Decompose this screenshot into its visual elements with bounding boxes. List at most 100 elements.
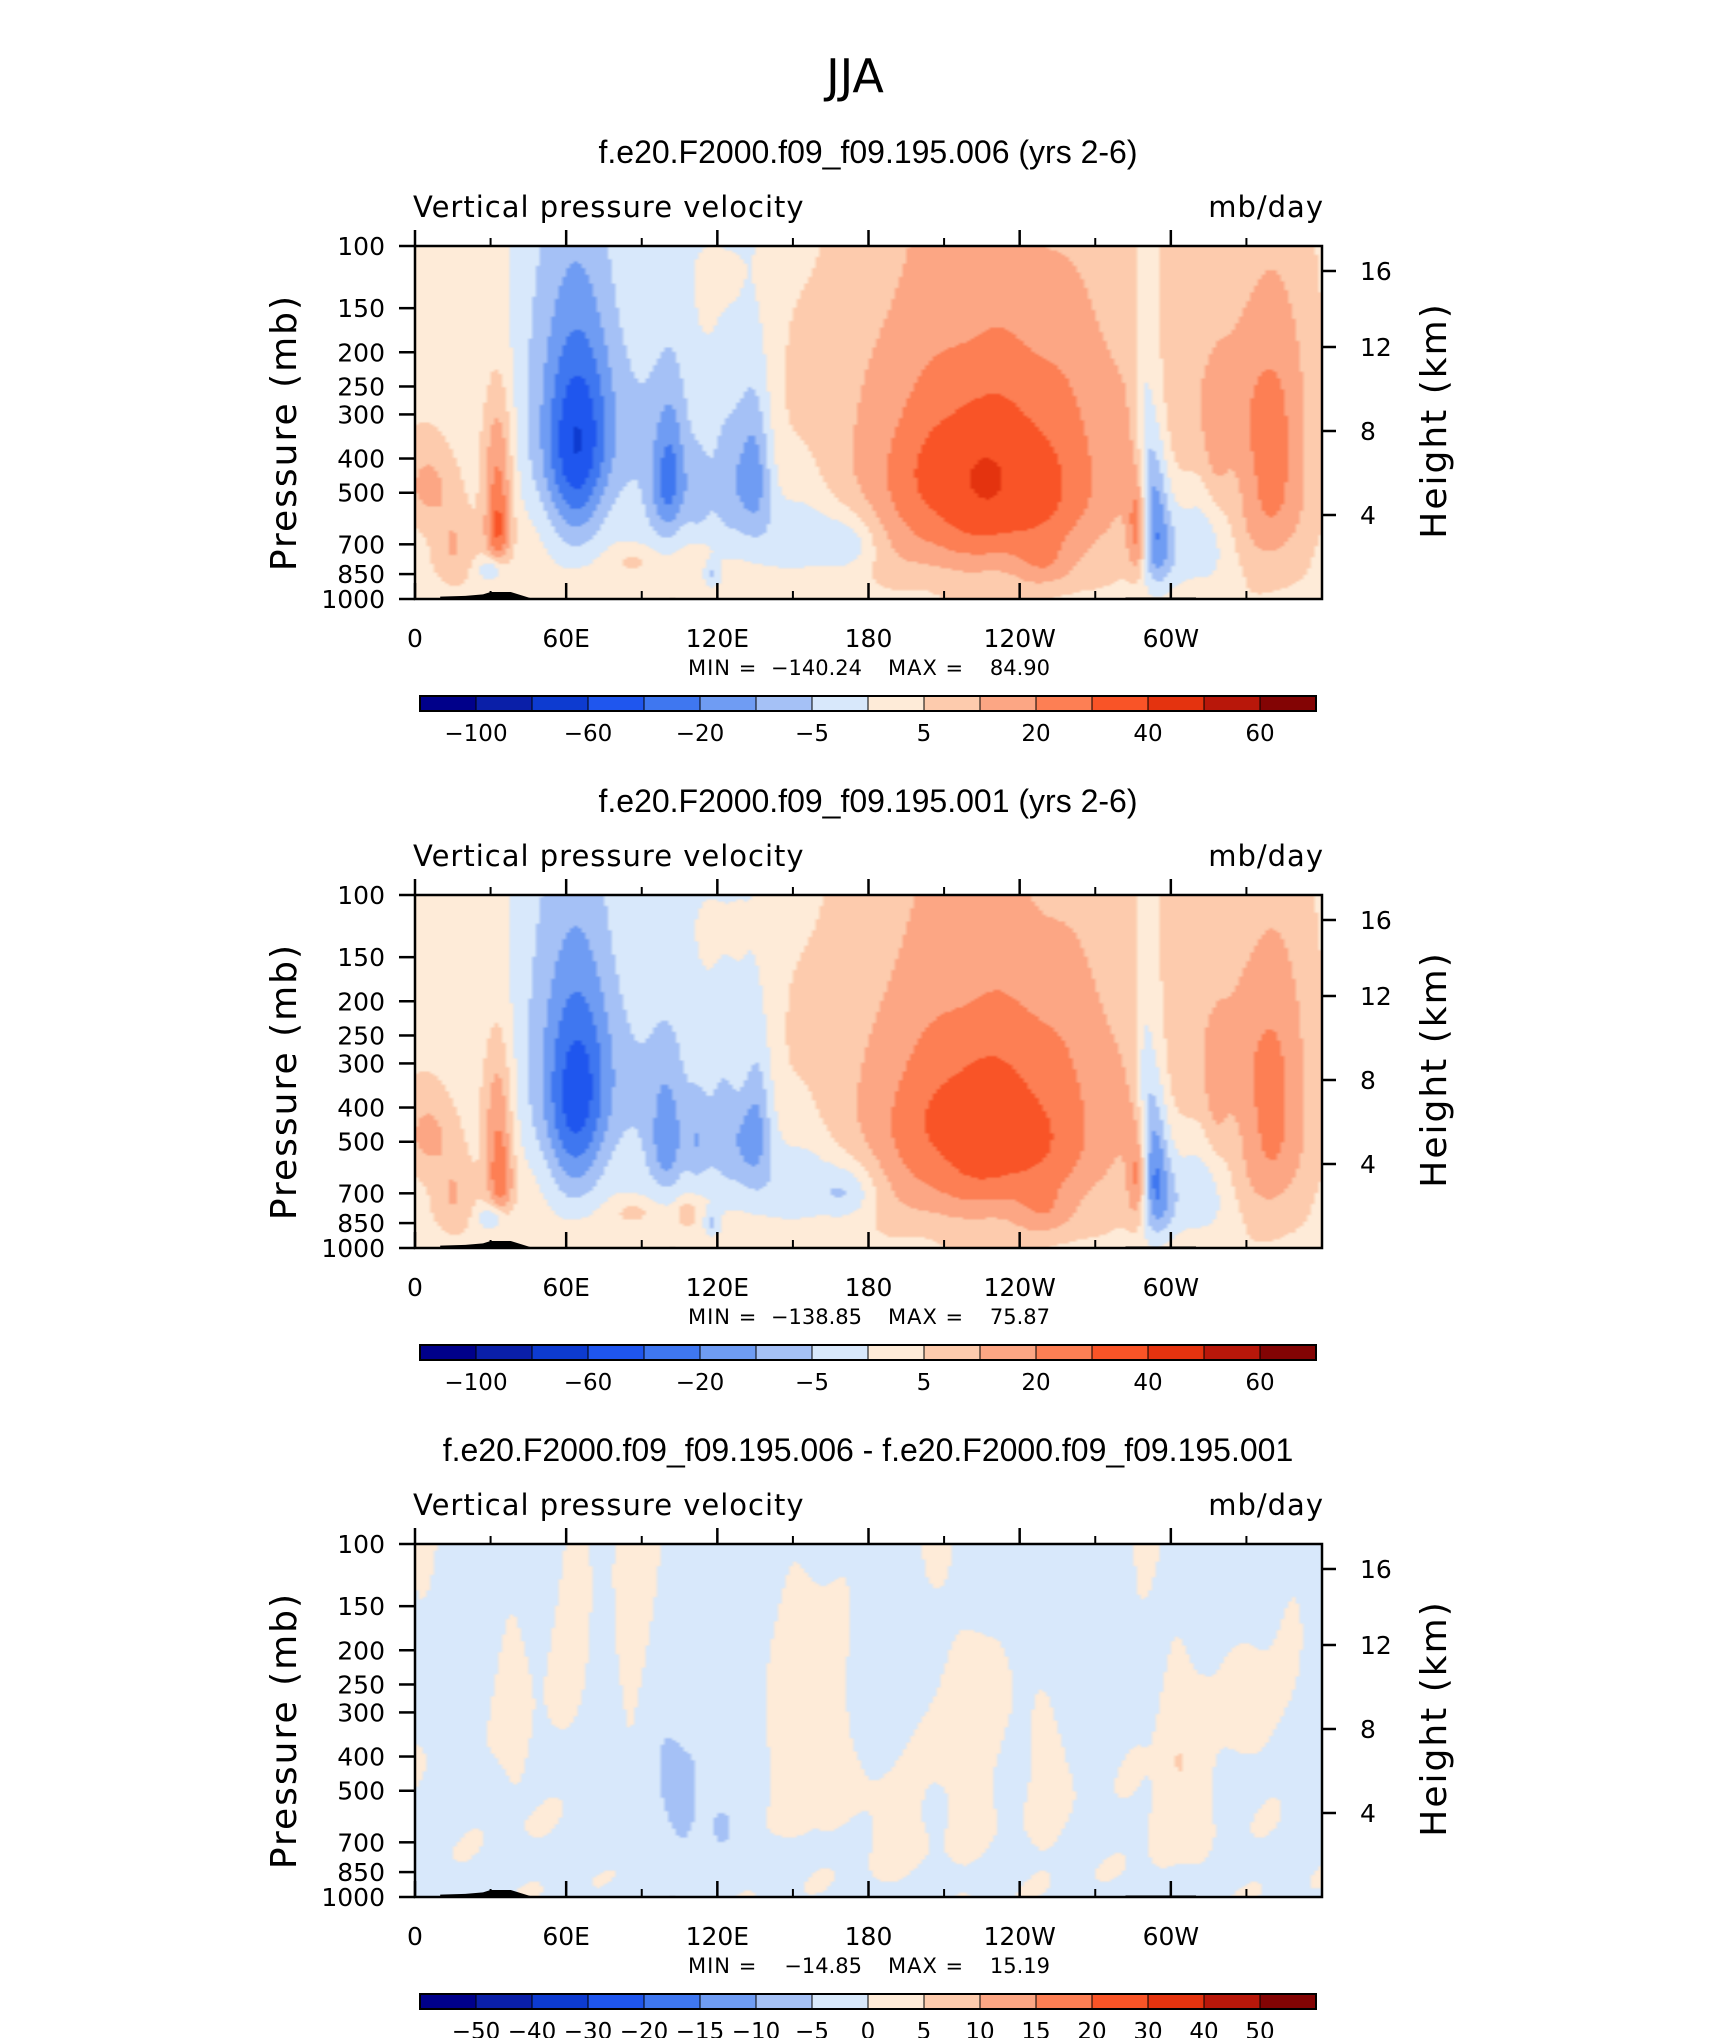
y-tick-label: 250 (337, 1021, 385, 1050)
colorbar-label: 60 (1245, 721, 1274, 747)
colorbar-swatch (419, 1344, 477, 1361)
colorbar-swatch (755, 1344, 813, 1361)
contour-field (415, 1544, 1322, 1897)
colorbar-swatch (1259, 1344, 1317, 1361)
colorbar-swatch (923, 1993, 981, 2010)
x-tick-label: 120E (686, 624, 750, 653)
x-tick-label: 120W (983, 1922, 1055, 1951)
panel-1: f.e20.F2000.f09_f09.195.006 (yrs 2-6) Ver… (264, 134, 1455, 747)
colorbar-label: 20 (1021, 721, 1050, 747)
colorbar-swatch (643, 1344, 701, 1361)
x-tick-label: 60W (1143, 624, 1200, 653)
colorbar-label: 0 (861, 2019, 876, 2038)
y-tick-label: 400 (337, 1743, 385, 1772)
y-tick-label: 850 (337, 1209, 385, 1238)
colorbar-swatch (475, 695, 533, 712)
x-tick-label: 120E (686, 1273, 750, 1302)
panel-title: f.e20.F2000.f09_f09.195.006 - f.e20.F200… (443, 1432, 1293, 1468)
y-tick-label: 150 (337, 1592, 385, 1621)
variable-label: Vertical pressure velocity (413, 839, 805, 873)
x-tick-label: 60W (1143, 1922, 1200, 1951)
colorbar-label: −10 (732, 2019, 781, 2038)
max-value: 84.90 (990, 656, 1050, 680)
colorbar-label: 60 (1245, 1370, 1274, 1396)
colorbar-label: 5 (917, 721, 932, 747)
min-value: −140.24 (771, 656, 862, 680)
y-tick-label: 150 (337, 294, 385, 323)
colorbar-label: 40 (1189, 2019, 1218, 2038)
colorbar-label: −5 (795, 721, 829, 747)
colorbar-swatch (979, 695, 1037, 712)
x-tick-label: 120E (686, 1922, 750, 1951)
colorbar-swatch (1035, 1344, 1093, 1361)
y-tick-label: 850 (337, 1858, 385, 1887)
colorbar-swatch (1147, 1344, 1205, 1361)
y-tick-label: 400 (337, 445, 385, 474)
variable-label: Vertical pressure velocity (413, 1488, 805, 1522)
colorbar-frame (419, 695, 1317, 712)
colorbar-label: −60 (564, 721, 613, 747)
colorbar-swatch (811, 695, 869, 712)
colorbar-frame (419, 1344, 1317, 1361)
y-tick-label: 200 (337, 338, 385, 367)
x-tick-label: 60E (542, 624, 590, 653)
min-value: −14.85 (784, 1954, 862, 1978)
max-label: MAX = (888, 656, 964, 680)
colorbar-swatch (811, 1993, 869, 2010)
colorbar-label: 20 (1021, 1370, 1050, 1396)
units-label: mb/day (1208, 190, 1324, 224)
colorbar-swatch (867, 1344, 925, 1361)
y2-tick-label: 16 (1360, 257, 1392, 286)
colorbar-swatch (867, 1993, 925, 2010)
x-tick-label: 120W (983, 1273, 1055, 1302)
colorbar-swatch (1203, 1993, 1261, 2010)
y-tick-label: 700 (337, 530, 385, 559)
max-value: 15.19 (990, 1954, 1050, 1978)
colorbar-label: −30 (564, 2019, 613, 2038)
max-label: MAX = (888, 1305, 964, 1329)
panel-title: f.e20.F2000.f09_f09.195.006 (yrs 2-6) (598, 134, 1137, 170)
colorbar-label: 40 (1133, 1370, 1162, 1396)
min-label: MIN = (688, 1954, 757, 1978)
colorbar-swatch (475, 1344, 533, 1361)
y-tick-label: 400 (337, 1094, 385, 1123)
colorbar-swatch (1091, 1993, 1149, 2010)
colorbar-label: −100 (444, 721, 507, 747)
y2-tick-label: 8 (1360, 1715, 1376, 1744)
y2-tick-label: 4 (1360, 1150, 1376, 1179)
topography-mask (440, 1889, 531, 1897)
colorbar-label: 20 (1077, 2019, 1106, 2038)
colorbar-swatch (1203, 1344, 1261, 1361)
colorbar-label: −40 (508, 2019, 557, 2038)
y2-tick-label: 12 (1360, 333, 1392, 362)
colorbar-swatch (1035, 695, 1093, 712)
y-tick-label: 1000 (321, 1234, 385, 1263)
colorbar-swatch (1091, 695, 1149, 712)
y2-axis-title: Height (km) (1414, 302, 1455, 538)
colorbar-swatch (531, 1993, 589, 2010)
y-axis-title: Pressure (mb) (264, 1592, 305, 1869)
colorbar-swatch (923, 1344, 981, 1361)
colorbar-label: −5 (795, 1370, 829, 1396)
contour-field (415, 246, 1322, 599)
x-tick-label: 0 (407, 624, 423, 653)
colorbar-swatch (699, 1344, 757, 1361)
min-label: MIN = (688, 656, 757, 680)
y-tick-label: 250 (337, 372, 385, 401)
x-tick-label: 60W (1143, 1273, 1200, 1302)
x-tick-label: 180 (845, 1922, 893, 1951)
units-label: mb/day (1208, 1488, 1324, 1522)
topography-mask (440, 1240, 531, 1248)
panel-3: f.e20.F2000.f09_f09.195.006 - f.e20.F200… (264, 1432, 1455, 2038)
panel-2: f.e20.F2000.f09_f09.195.001 (yrs 2-6) Ver… (264, 783, 1455, 1396)
panel-title: f.e20.F2000.f09_f09.195.001 (yrs 2-6) (598, 783, 1137, 819)
colorbar-swatch (755, 1993, 813, 2010)
colorbar-swatch (867, 695, 925, 712)
variable-label: Vertical pressure velocity (413, 190, 805, 224)
colorbar-label: 30 (1133, 2019, 1162, 2038)
colorbar-swatch (419, 695, 477, 712)
y2-tick-label: 12 (1360, 1631, 1392, 1660)
y2-tick-label: 4 (1360, 501, 1376, 530)
max-label: MAX = (888, 1954, 964, 1978)
